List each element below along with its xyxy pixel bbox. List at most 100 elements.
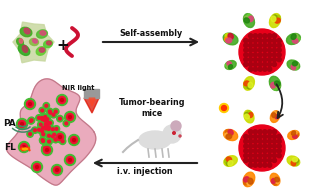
Circle shape [46, 126, 48, 129]
Circle shape [277, 139, 281, 143]
Circle shape [38, 128, 41, 131]
Circle shape [253, 139, 257, 143]
Circle shape [59, 117, 61, 120]
Circle shape [244, 58, 248, 62]
Circle shape [28, 102, 32, 105]
Circle shape [239, 125, 285, 171]
Circle shape [253, 62, 257, 67]
Circle shape [268, 144, 272, 148]
Circle shape [47, 120, 53, 126]
Circle shape [47, 110, 54, 116]
Text: PA: PA [4, 119, 16, 128]
Circle shape [171, 121, 181, 131]
Circle shape [249, 144, 253, 148]
Circle shape [258, 149, 262, 153]
Circle shape [45, 120, 51, 126]
Circle shape [253, 135, 257, 139]
Circle shape [268, 34, 272, 38]
Circle shape [54, 138, 57, 141]
Circle shape [27, 131, 33, 137]
Circle shape [51, 164, 62, 176]
Circle shape [43, 146, 51, 153]
Circle shape [36, 127, 42, 133]
Circle shape [258, 158, 262, 163]
Circle shape [41, 145, 52, 156]
Circle shape [43, 119, 46, 122]
Ellipse shape [291, 161, 295, 166]
Ellipse shape [275, 179, 279, 183]
Ellipse shape [244, 77, 254, 90]
Ellipse shape [271, 16, 276, 22]
Circle shape [272, 130, 276, 134]
Circle shape [53, 126, 60, 132]
Circle shape [44, 124, 50, 130]
Ellipse shape [244, 81, 249, 86]
Circle shape [268, 43, 272, 47]
Circle shape [42, 123, 49, 130]
Circle shape [18, 142, 30, 153]
Circle shape [258, 163, 262, 167]
Ellipse shape [294, 133, 299, 137]
Ellipse shape [294, 63, 299, 67]
Ellipse shape [288, 131, 299, 139]
Circle shape [258, 48, 262, 52]
Ellipse shape [226, 63, 230, 67]
Circle shape [249, 130, 253, 134]
Text: Self-assembly: Self-assembly [119, 29, 183, 37]
Ellipse shape [226, 38, 232, 43]
Ellipse shape [273, 84, 277, 90]
Circle shape [222, 105, 227, 111]
Ellipse shape [247, 111, 251, 116]
Circle shape [66, 114, 74, 121]
Ellipse shape [248, 178, 253, 184]
Circle shape [258, 62, 262, 67]
Circle shape [249, 163, 253, 167]
Circle shape [272, 144, 276, 148]
Circle shape [22, 146, 26, 149]
Ellipse shape [44, 40, 52, 48]
Ellipse shape [293, 135, 297, 138]
Circle shape [263, 158, 267, 163]
Ellipse shape [247, 84, 251, 89]
Circle shape [72, 139, 76, 142]
Circle shape [277, 154, 281, 158]
Circle shape [272, 48, 276, 52]
Ellipse shape [225, 133, 231, 138]
Circle shape [263, 163, 267, 167]
Circle shape [258, 135, 262, 139]
Circle shape [263, 58, 267, 62]
Circle shape [277, 39, 281, 43]
Circle shape [42, 125, 49, 132]
Circle shape [21, 143, 27, 150]
Circle shape [249, 62, 253, 67]
Circle shape [249, 158, 253, 163]
Circle shape [263, 48, 267, 52]
Circle shape [40, 125, 46, 131]
Circle shape [249, 53, 253, 57]
Ellipse shape [223, 33, 238, 45]
Text: +: + [56, 39, 69, 53]
Circle shape [50, 112, 57, 118]
Circle shape [272, 135, 276, 139]
Ellipse shape [244, 83, 249, 88]
Ellipse shape [272, 113, 276, 118]
Ellipse shape [243, 172, 255, 187]
Circle shape [253, 144, 257, 148]
Circle shape [33, 163, 41, 170]
Circle shape [65, 154, 76, 166]
Ellipse shape [244, 110, 254, 123]
Circle shape [40, 131, 46, 137]
Circle shape [258, 58, 262, 62]
Circle shape [253, 130, 257, 134]
Circle shape [44, 125, 47, 128]
Circle shape [46, 108, 53, 115]
Circle shape [46, 126, 52, 132]
Circle shape [50, 133, 56, 139]
Circle shape [268, 58, 272, 62]
Circle shape [263, 43, 267, 47]
Circle shape [39, 107, 46, 114]
Circle shape [263, 144, 267, 148]
Circle shape [263, 139, 267, 143]
Circle shape [277, 58, 281, 62]
Ellipse shape [273, 112, 277, 117]
